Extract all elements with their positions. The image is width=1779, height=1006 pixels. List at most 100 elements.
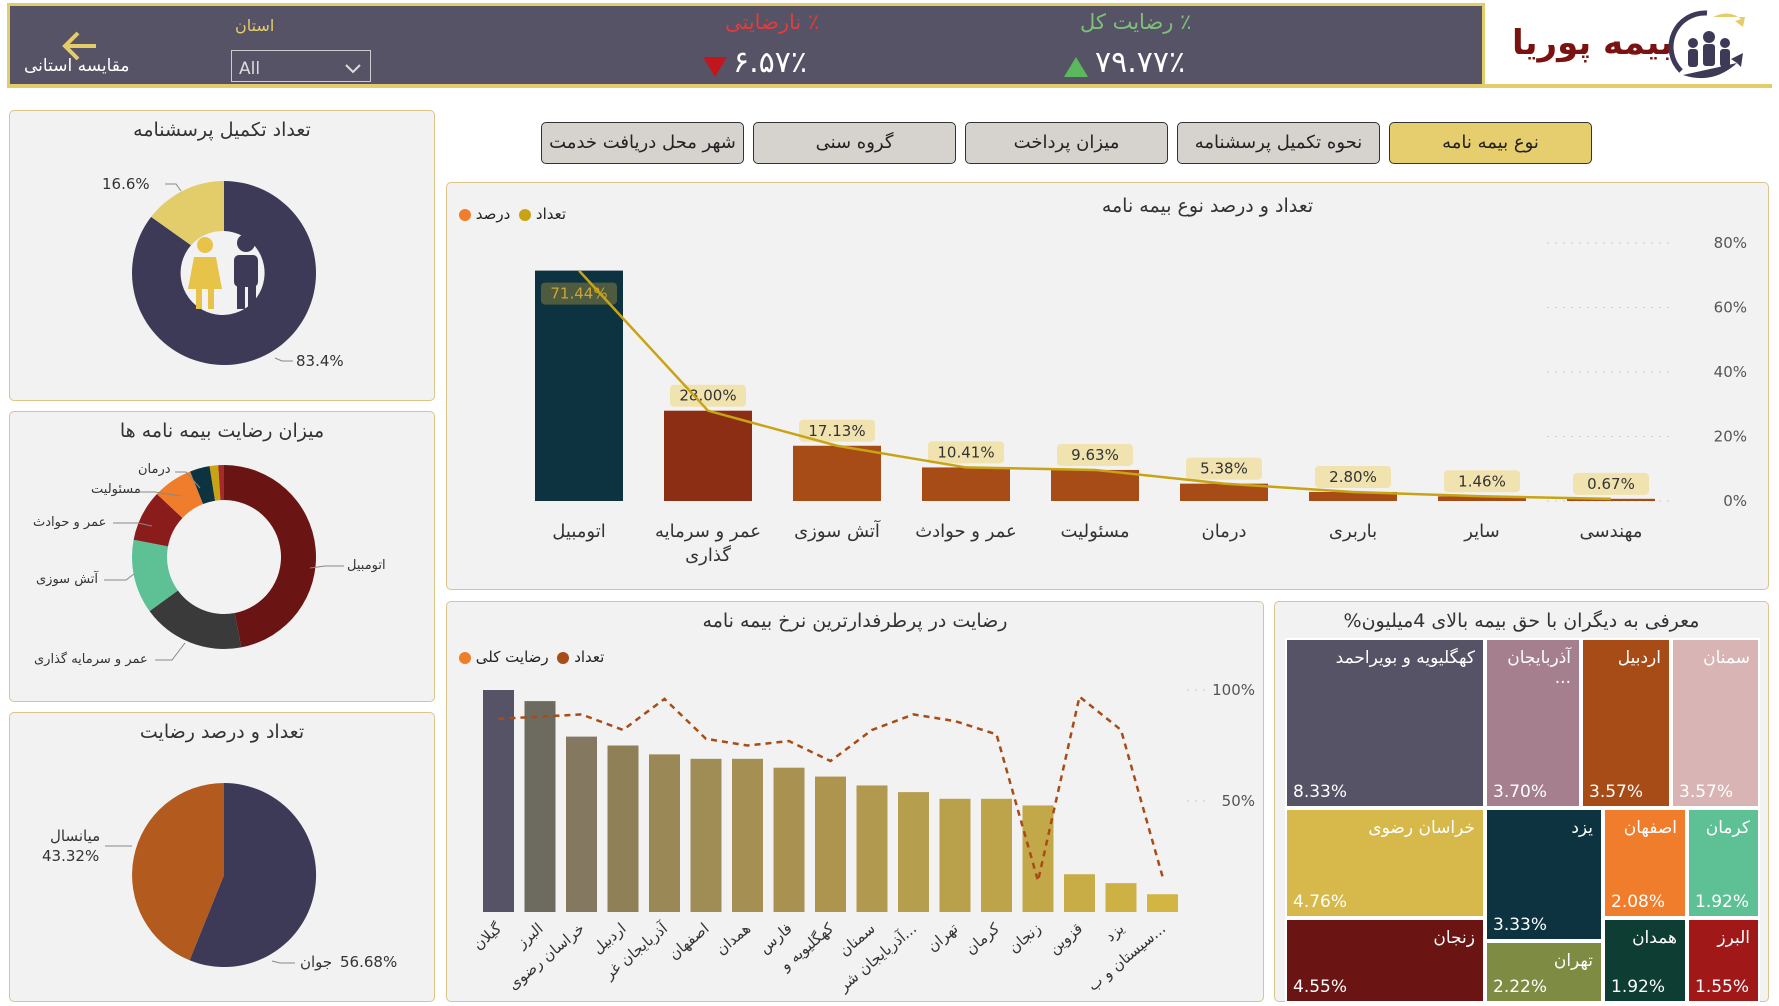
bar[interactable] xyxy=(649,754,680,912)
donut-slice-life-investment xyxy=(149,590,242,649)
treemap-cell[interactable]: خراسان رضوی 4.76% xyxy=(1285,808,1485,918)
treemap-cell[interactable]: آذربایجان ... 3.70% xyxy=(1485,638,1581,808)
age-young-label: جوان xyxy=(300,953,333,971)
dissatisfaction-label: ٪ نارضایتی xyxy=(725,10,820,34)
value-label: 1.46% xyxy=(1458,472,1506,490)
x-tick-label: عمر و سرمایه xyxy=(655,521,761,542)
treemap-cell-name: کرمان xyxy=(1705,818,1750,838)
bar[interactable] xyxy=(732,758,763,912)
x-tick-label: گیلان xyxy=(469,919,505,954)
policy-satisfaction-title: میزان رضایت بیمه نامه ها xyxy=(119,420,325,442)
treemap-cell-value: 2.22% xyxy=(1493,977,1548,997)
treemap-cell[interactable]: کرمان 1.92% xyxy=(1687,808,1760,918)
province-satisfaction-title: رضایت در پرطرفدارترین نرخ بیمه نامه xyxy=(702,610,1008,632)
value-label: 10.41% xyxy=(937,443,994,461)
value-label: 28.00% xyxy=(679,387,736,405)
province-value: All xyxy=(239,59,261,79)
bar[interactable] xyxy=(524,701,556,912)
y-tick-label: 20% xyxy=(1714,428,1747,446)
province-dropdown[interactable]: All xyxy=(231,50,371,82)
value-label-bg xyxy=(928,441,1004,464)
treemap-cell[interactable]: اردبیل 3.57% xyxy=(1581,638,1671,808)
x-tick-label: خراسان رضوی xyxy=(504,919,588,993)
bar[interactable] xyxy=(815,776,846,912)
policy-satisfaction-panel: میزان رضایت بیمه نامه ها درمان مسئولیت ع… xyxy=(9,411,435,702)
value-label: 0.67% xyxy=(1587,475,1635,493)
tab-policy-type[interactable]: نوع بیمه نامه xyxy=(1389,122,1592,164)
treemap-cell-value: 3.70% xyxy=(1493,782,1548,802)
male-person-icon xyxy=(234,234,258,309)
treemap-cell[interactable]: اصفهان 2.08% xyxy=(1603,808,1687,918)
referral-treemap-title: %معرفی به دیگران با حق بیمه بالای 4میلیو… xyxy=(1343,610,1700,632)
y-tick-label: 50% xyxy=(1222,792,1255,810)
bar[interactable] xyxy=(1147,894,1178,912)
value-label: 9.63% xyxy=(1071,446,1119,464)
treemap-cell[interactable]: سمنان 3.57% xyxy=(1671,638,1760,808)
x-tick-label: باربری xyxy=(1329,521,1377,542)
value-label-bg xyxy=(541,282,617,305)
bar[interactable] xyxy=(535,270,623,501)
bar[interactable] xyxy=(1105,883,1137,912)
treemap-cell-value: 1.92% xyxy=(1611,977,1666,997)
treemap-cell[interactable]: کهگلیویه و بویراحمد 8.33% xyxy=(1285,638,1485,808)
value-label-bg xyxy=(1057,443,1133,466)
treemap-cell[interactable]: البرز 1.55% xyxy=(1687,918,1760,1003)
age-satisfaction-panel: تعداد و درصد رضایت میانسال 43.32% جوان 5… xyxy=(9,712,435,1002)
x-tick-label: مسئولیت xyxy=(1060,521,1129,542)
treemap-cell[interactable]: یزد 3.33% xyxy=(1485,808,1603,941)
tab-questionnaire-method[interactable]: نحوه تکمیل پرسشنامه xyxy=(1177,122,1380,164)
bar[interactable] xyxy=(856,785,888,912)
treemap-cell-name: اردبیل xyxy=(1617,648,1661,668)
legend-percent-label: درصد xyxy=(475,205,511,223)
x-tick-label: سیستان و ب... xyxy=(1084,919,1169,994)
compare-button[interactable]: مقایسه استانی xyxy=(20,28,145,78)
bar[interactable] xyxy=(1180,483,1268,501)
x-tick-label: عمر و حوادث xyxy=(915,521,1017,542)
donut-label-life-accident: عمر و حوادث xyxy=(33,515,107,530)
treemap-cell[interactable]: تهران 2.22% xyxy=(1485,941,1603,1003)
y-tick-label: 40% xyxy=(1714,363,1747,381)
bar[interactable] xyxy=(1064,874,1095,912)
value-label: 2.80% xyxy=(1329,468,1377,486)
chevron-down-icon xyxy=(345,64,361,74)
tab-age-group[interactable]: گروه سنی xyxy=(753,122,956,164)
bar[interactable] xyxy=(1051,469,1139,501)
bar[interactable] xyxy=(607,745,639,913)
value-label: 17.13% xyxy=(808,422,865,440)
bar[interactable] xyxy=(690,758,722,912)
x-tick-label: قزوین xyxy=(1045,919,1086,957)
tab-payment-amount[interactable]: میزان پرداخت xyxy=(965,122,1168,164)
bar[interactable] xyxy=(793,445,881,501)
y-tick-label: 80% xyxy=(1714,234,1747,252)
bar[interactable] xyxy=(1022,805,1054,912)
bar[interactable] xyxy=(939,798,971,912)
bar[interactable] xyxy=(922,467,1010,501)
bar[interactable] xyxy=(1438,496,1526,501)
province-satisfaction-panel: رضایت در پرطرفدارترین نرخ بیمه نامه تعدا… xyxy=(446,601,1264,1002)
treemap-cell-value: 2.08% xyxy=(1611,892,1666,912)
treemap-cell-name: همدان xyxy=(1632,928,1677,948)
bar[interactable] xyxy=(898,792,929,912)
donut-slice-small xyxy=(151,181,224,246)
treemap-cell[interactable]: همدان 1.92% xyxy=(1603,918,1687,1003)
bar[interactable] xyxy=(773,767,805,912)
header-underline xyxy=(7,84,1772,88)
treemap-cell[interactable]: زنجان 4.55% xyxy=(1285,918,1485,1003)
bar[interactable] xyxy=(664,410,752,501)
treemap-cell-name: تهران xyxy=(1553,951,1593,971)
treemap-cell-name: کهگلیویه و بویراحمد xyxy=(1335,648,1475,668)
satisfaction-line xyxy=(498,694,1164,882)
policy-satisfaction-donut-chart xyxy=(104,465,344,661)
pie-slice-middle xyxy=(132,783,224,961)
treemap-cell-value: 3.33% xyxy=(1493,915,1548,935)
pie-slice-young-main xyxy=(189,783,317,967)
x-tick-label-cont: گذاری xyxy=(685,544,731,566)
treemap-cell-name: خراسان رضوی xyxy=(1368,818,1475,838)
bar[interactable] xyxy=(1567,498,1655,501)
age-pie-chart xyxy=(105,783,317,967)
bar[interactable] xyxy=(981,798,1012,912)
bar[interactable] xyxy=(483,690,514,912)
tab-service-city[interactable]: شهر محل دریافت خدمت xyxy=(541,122,744,164)
bar[interactable] xyxy=(566,736,597,912)
bar[interactable] xyxy=(1309,491,1397,501)
